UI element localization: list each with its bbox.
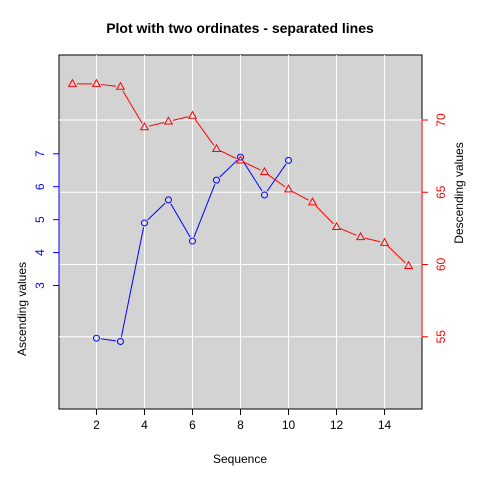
series-descending-point [331, 221, 342, 230]
left-y-axis-tick-label: 7 [33, 150, 47, 157]
series-descending-point [403, 260, 414, 269]
series-descending-segment [220, 150, 237, 159]
right-y-axis-tick-label: 70 [434, 113, 448, 127]
series-descending-point [67, 78, 78, 87]
series-ascending-segment [242, 160, 263, 192]
series-descending-point [187, 110, 198, 119]
series-descending-point [139, 122, 150, 131]
series-ascending-segment [100, 338, 117, 342]
series-ascending-segment [147, 202, 166, 221]
series-ascending-point [140, 219, 148, 227]
series-ascending [92, 153, 293, 345]
x-axis-tick-label: 6 [189, 418, 196, 432]
series-ascending-segment [193, 184, 216, 238]
series-descending-segment [100, 83, 117, 87]
series-descending-segment [292, 191, 309, 201]
series-ascending-point [285, 156, 293, 164]
x-axis-tick-label: 2 [93, 418, 100, 432]
series-ascending-segment [266, 163, 287, 192]
series-descending-segment [267, 174, 286, 188]
series-ascending-point [261, 191, 269, 199]
right-y-axis-tick-label: 55 [434, 330, 448, 344]
grid-layer [59, 55, 422, 409]
series-ascending-point [164, 196, 172, 204]
series-descending-point [91, 78, 102, 87]
x-axis-tick-label: 10 [282, 418, 296, 432]
series-ascending-point [116, 337, 124, 345]
series-layer [67, 78, 414, 345]
left-y-axis-tick-label: 5 [33, 216, 47, 223]
series-descending-point [283, 184, 294, 193]
x-axis-label: Sequence [213, 452, 267, 466]
x-axis-tick-label: 12 [330, 418, 344, 432]
series-descending-segment [148, 122, 165, 127]
x-axis-tick-label: 14 [378, 418, 392, 432]
series-ascending-point [92, 334, 100, 342]
series-ascending-point [212, 176, 220, 184]
series-descending-point [379, 237, 390, 246]
series-descending-point [115, 81, 126, 90]
x-axis-tick-label: 8 [237, 418, 244, 432]
series-descending-point [259, 166, 270, 176]
left-y-axis-label: Ascending values [15, 262, 29, 356]
series-ascending-point [188, 237, 196, 245]
series-descending-segment [244, 161, 261, 171]
right-y-axis-tick-label: 65 [434, 185, 448, 199]
series-ascending-segment [170, 203, 191, 238]
series-descending-point [307, 197, 318, 206]
chart-title: Plot with two ordinates - separated line… [106, 20, 374, 36]
series-descending-segment [194, 119, 215, 146]
x-axis-tick-label: 4 [141, 418, 148, 432]
right-y-axis-label: Descending values [452, 142, 466, 243]
series-descending-segment [122, 90, 143, 124]
series-descending-point [163, 116, 174, 125]
series-descending-point [235, 155, 246, 164]
series-descending-segment [364, 237, 381, 243]
series-descending-segment [172, 116, 189, 121]
series-ascending-segment [120, 227, 145, 338]
left-y-axis-tick-label: 4 [33, 249, 47, 256]
series-descending-segment [340, 228, 357, 236]
left-y-axis-tick-label: 3 [33, 282, 47, 289]
series-descending-point [355, 231, 366, 241]
series-descending-segment [315, 205, 334, 225]
series-descending-segment [387, 245, 406, 264]
axes-layer: 2 4 6 8 10 12 14 3 4 5 6 7 55 60 65 70 [33, 113, 448, 432]
left-y-axis-tick-label: 6 [33, 183, 47, 190]
right-y-axis-tick-label: 60 [434, 258, 448, 272]
series-descending-point [211, 143, 222, 152]
series-ascending-segment [219, 159, 238, 178]
series-ascending-point [237, 153, 244, 161]
series-descending [67, 78, 414, 269]
